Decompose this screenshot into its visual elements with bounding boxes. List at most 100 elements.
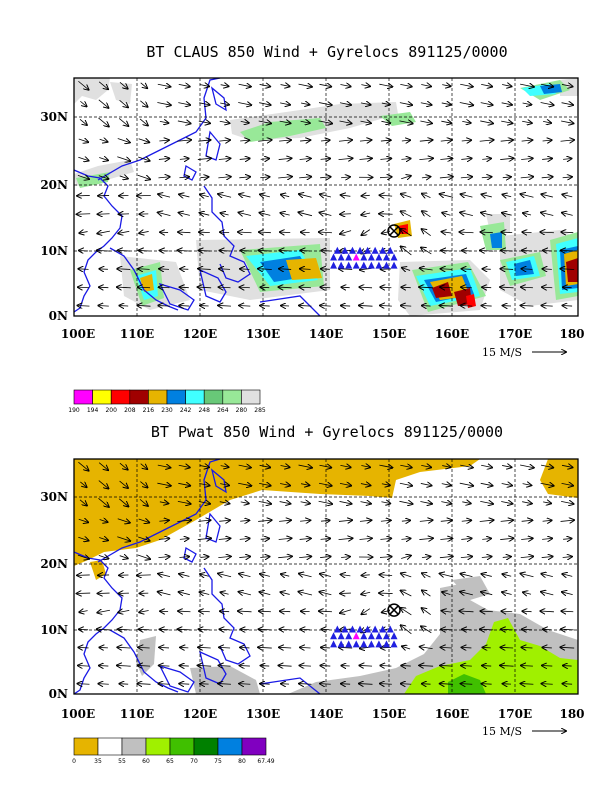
gyre-triangle: [367, 632, 375, 640]
gyre-triangle: [364, 246, 372, 254]
wind-vector: [399, 501, 412, 504]
wind-vector: [502, 465, 511, 467]
wind-vector: [359, 684, 373, 685]
wind-vector: [521, 538, 533, 539]
wind-vector: [259, 232, 271, 233]
wind-vector: [98, 117, 108, 127]
wind-vector: [179, 158, 189, 159]
wind-vector: [341, 177, 350, 178]
wind-vector: [179, 177, 189, 178]
wind-vector: [318, 121, 333, 124]
wind-vector: [298, 592, 313, 595]
wind-vector: [260, 177, 269, 178]
wind-vector: [401, 229, 412, 237]
wind-vector: [419, 140, 433, 141]
wind-vector: [99, 287, 109, 288]
wind-vector: [441, 629, 452, 630]
wind-vector: [179, 557, 189, 558]
wind-vector: [419, 538, 433, 539]
wind-vector: [441, 269, 453, 270]
panel1-lon-label: 180: [559, 327, 584, 341]
wind-vector: [258, 520, 271, 521]
wind-vector: [522, 611, 532, 612]
wind-vector: [440, 538, 452, 539]
wind-vector: [119, 480, 128, 488]
wind-vector: [482, 574, 492, 577]
legend-swatch: [92, 389, 112, 405]
wind-vector: [359, 665, 373, 666]
wind-vector: [118, 498, 128, 507]
wind-vector: [461, 684, 473, 685]
wind-vector: [461, 574, 473, 577]
wind-vector: [199, 629, 211, 630]
wind-vector: [562, 557, 572, 558]
wind-vector: [139, 629, 150, 630]
wind-vector: [561, 103, 573, 105]
wind-vector: [338, 140, 352, 141]
wind-vector: [521, 287, 533, 288]
wind-vector: [482, 684, 492, 685]
wind-vector: [461, 287, 472, 288]
wind-vector: [560, 520, 574, 521]
wind-vector: [520, 556, 533, 557]
wind-vector: [359, 287, 373, 288]
wind-vector: [117, 156, 130, 161]
wind-vector: [159, 647, 170, 648]
wind-vector: [279, 269, 292, 270]
wind-vector: [159, 520, 168, 521]
wind-vector: [300, 647, 311, 648]
gyre-triangle: [337, 261, 345, 269]
legend-swatch: [110, 389, 131, 405]
wind-vector: [218, 574, 232, 577]
wind-vector: [420, 483, 432, 485]
wind-vector: [319, 213, 332, 216]
wind-vector: [260, 557, 269, 558]
wind-vector: [320, 538, 331, 539]
wind-vector: [361, 213, 371, 215]
wind-vector: [78, 269, 89, 270]
wind-vector: [562, 177, 572, 178]
wind-vector: [319, 84, 331, 86]
wind-vector: [260, 306, 270, 307]
wind-vector: [98, 480, 109, 489]
legend-label: 65: [166, 758, 174, 765]
wind-vector: [362, 229, 371, 235]
wind-vector: [442, 592, 451, 595]
gyre-triangle: [333, 625, 341, 633]
wind-vector: [399, 121, 412, 124]
gyre-triangle: [382, 640, 390, 648]
wind-vector: [521, 158, 533, 159]
gyre-triangle: [371, 625, 379, 633]
wind-vector: [542, 269, 552, 270]
wind-vector: [541, 212, 554, 215]
wind-vector: [380, 575, 393, 576]
wind-vector: [481, 177, 492, 178]
wind-vector: [99, 537, 108, 540]
wind-vector: [522, 502, 532, 504]
wind-vector: [380, 195, 393, 196]
wind-vector: [220, 466, 229, 468]
gyre-triangle: [360, 640, 368, 648]
gyre-triangle: [379, 625, 387, 633]
wind-vector: [461, 140, 471, 141]
wind-vector: [422, 229, 431, 236]
wind-vector: [422, 211, 431, 218]
wind-vector: [500, 665, 514, 666]
wind-vector: [218, 177, 230, 178]
wind-vector: [542, 666, 553, 667]
wind-vector: [561, 483, 573, 485]
wind-vector: [339, 501, 352, 503]
wind-vector: [260, 159, 269, 160]
circle-cross-icon: [387, 603, 401, 617]
wind-vector: [562, 213, 573, 216]
wind-vector: [419, 287, 434, 288]
wind-vector: [338, 158, 353, 159]
gyre-triangle: [352, 261, 360, 269]
wind-vector: [481, 84, 492, 86]
wind-vector: [542, 684, 553, 685]
wind-vector: [521, 520, 533, 521]
wind-vector: [299, 684, 312, 685]
wind-vector: [520, 194, 534, 197]
legend-swatch: [169, 737, 195, 756]
gyre-triangle: [360, 253, 368, 261]
